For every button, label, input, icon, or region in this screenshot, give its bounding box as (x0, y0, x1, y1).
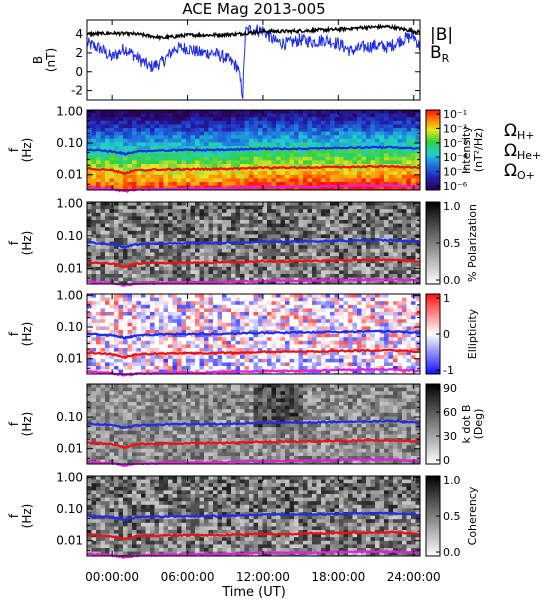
svg-text:(nT): (nT) (44, 48, 58, 72)
intensity-heatmap (87, 110, 421, 191)
coherency-ytick-label: 0.10 (56, 502, 83, 516)
intensity-y-axis-label: f (Hz) (7, 138, 34, 163)
k-dot-b-colorbar-tick-label: 60 (443, 406, 457, 419)
intensity-colorbar-tick-label: 10⁻⁶ (443, 180, 468, 193)
svg-text:B: B (31, 56, 45, 64)
svg-text:Intensity: Intensity (460, 126, 473, 174)
ellipticity-colorbar-tick-label: 0 (443, 328, 450, 341)
legend-b-total: |B| (430, 25, 453, 45)
intensity-colorbar-tick-label: 10⁻³ (443, 137, 467, 150)
polarization-colorbar-label: % Polarization (466, 204, 479, 282)
ellipticity-ytick-label: 0.01 (56, 352, 83, 366)
x-tick-label: 18:00:00 (311, 570, 365, 584)
polarization-ytick-label: 0.01 (56, 261, 83, 275)
ellipticity-y-axis-label: f (Hz) (7, 322, 34, 347)
svg-text:% Polarization: % Polarization (466, 204, 479, 282)
bfield-ytick-label: 4 (75, 27, 83, 41)
x-tick-label: 00:00:00 (85, 570, 139, 584)
intensity-colorbar-tick-label: 10⁻⁵ (443, 166, 467, 179)
coherency-o-plus-gyrofrequency-line (86, 549, 421, 560)
polarization-ytick-label: 0.10 (56, 229, 83, 243)
coherency-colorbar-label: Coherency (466, 486, 479, 545)
svg-text:f: f (7, 147, 21, 152)
polarization-he-plus-gyrofrequency-line (86, 258, 421, 269)
chart-title: ACE Mag 2013-005 (182, 0, 325, 18)
coherency-y-axis-label: f (Hz) (7, 504, 34, 529)
coherency-colorbar-tick-label: 0.5 (443, 510, 461, 523)
x-tick-label: 24:00:00 (387, 570, 441, 584)
polarization-h-plus-gyrofrequency-line (86, 238, 421, 249)
coherency-h-plus-gyrofrequency-line (86, 511, 421, 522)
k-dot-b-colorbar (425, 383, 441, 465)
polarization-heatmap (87, 202, 421, 285)
x-tick-label: 06:00:00 (161, 570, 215, 584)
bfield-ytick-label: 2 (75, 46, 83, 60)
ellipticity-colorbar-label: Ellipticity (466, 308, 479, 359)
svg-text:(nT²/Hz): (nT²/Hz) (472, 128, 485, 172)
polarization-colorbar-tick-label: 0.5 (443, 237, 461, 250)
gyrofrequency-legend-1: ΩHe+ (504, 141, 541, 162)
coherency-colorbar-tick-label: 0.0 (443, 546, 461, 559)
ellipticity-h-plus-gyrofrequency-line (86, 329, 421, 340)
intensity-colorbar-tick-label: 10⁻² (443, 122, 467, 135)
intensity-colorbar (425, 109, 441, 191)
bfield-ytick-label: -2 (71, 84, 83, 98)
coherency-ytick-label: 1.00 (56, 470, 83, 484)
k-dot-b-ytick-label: 0.01 (56, 442, 83, 456)
b-total-series-line (86, 23, 421, 42)
k-dot-b-colorbar-tick-label: 90 (443, 382, 457, 395)
k-dot-b-y-axis-label: f (Hz) (7, 412, 34, 437)
k-dot-b-frame (86, 383, 421, 465)
bfield-ytick-label: 0 (75, 65, 83, 79)
coherency-heatmap (87, 476, 421, 557)
ellipticity-ytick-label: 1.00 (56, 288, 83, 302)
intensity-colorbar-tick-label: 10⁻¹ (443, 108, 467, 121)
ellipticity-colorbar-tick-label: -1 (443, 364, 454, 377)
polarization-frame (86, 201, 421, 285)
intensity-ytick-label: 1.00 (56, 104, 83, 118)
k-dot-b-heatmap (87, 384, 421, 465)
gyrofrequency-legend-2: ΩO+ (504, 161, 535, 182)
svg-text:(Hz): (Hz) (20, 231, 34, 256)
coherency-frame (86, 475, 421, 557)
intensity-h-plus-gyrofrequency-line (86, 145, 421, 156)
polarization-y-axis-label: f (Hz) (7, 231, 34, 256)
gyrofrequency-legend-0: ΩH+ (504, 121, 535, 142)
legend-br: BR (430, 43, 450, 65)
polarization-o-plus-gyrofrequency-line (86, 277, 421, 288)
polarization-colorbar-tick-label: 0.0 (443, 274, 461, 287)
polarization-ytick-label: 1.00 (56, 196, 83, 210)
coherency-ytick-label: 0.01 (56, 534, 83, 548)
coherency-he-plus-gyrofrequency-line (86, 530, 421, 541)
intensity-ytick-label: 0.10 (56, 136, 83, 150)
k-dot-b-colorbar-label: k dot B (Deg) (460, 405, 485, 444)
svg-text:f: f (7, 240, 21, 245)
intensity-frame (86, 109, 421, 191)
bfield-plot-frame (86, 19, 421, 101)
ellipticity-frame (86, 293, 421, 375)
intensity-colorbar-label: Intensity (nT²/Hz) (460, 126, 485, 174)
ellipticity-he-plus-gyrofrequency-line (86, 348, 421, 360)
k-dot-b-ytick-label: 0.10 (56, 410, 83, 424)
ellipticity-ytick-label: 0.10 (56, 320, 83, 334)
intensity-colorbar-tick-label: 10⁻⁴ (443, 151, 468, 164)
k-dot-b-colorbar-tick-label: 0 (443, 454, 450, 467)
polarization-colorbar-tick-label: 1.0 (443, 200, 461, 213)
intensity-ytick-label: 0.01 (56, 168, 83, 182)
ellipticity-colorbar-tick-label: 1 (443, 292, 450, 305)
k-dot-b-h-plus-gyrofrequency-line (86, 419, 421, 430)
bfield-y-axis-label: B (nT) (31, 48, 58, 72)
k-dot-b-he-plus-gyrofrequency-line (86, 438, 421, 449)
k-dot-b-colorbar-tick-label: 30 (443, 430, 457, 443)
coherency-colorbar-tick-label: 1.0 (443, 474, 461, 487)
intensity-he-plus-gyrofrequency-line (86, 164, 421, 176)
svg-text:(Hz): (Hz) (20, 138, 34, 163)
x-axis-label: Time (UT) (221, 585, 286, 600)
x-tick-label: 12:00:00 (236, 570, 290, 584)
